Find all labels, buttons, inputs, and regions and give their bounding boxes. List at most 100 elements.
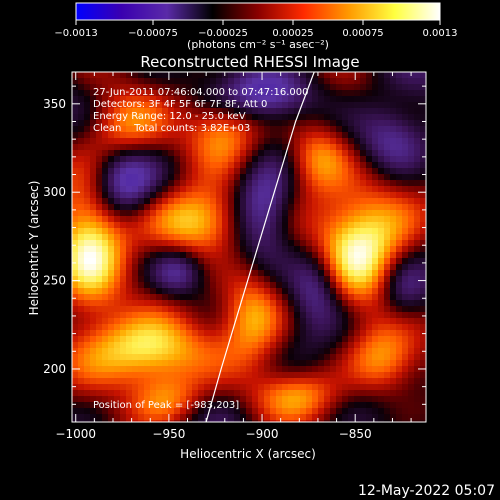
- heatmap-cell: [234, 78, 241, 85]
- heatmap-cell: [402, 264, 409, 271]
- heatmap-cell: [348, 360, 355, 367]
- heatmap-cell: [276, 324, 283, 331]
- heatmap-cell: [114, 342, 121, 349]
- heatmap-cell: [324, 258, 331, 265]
- heatmap-cell: [216, 336, 223, 343]
- heatmap-cell: [162, 318, 169, 325]
- heatmap-cell: [108, 396, 115, 403]
- heatmap-cell: [366, 252, 373, 259]
- heatmap-cell: [372, 390, 379, 397]
- heatmap-cell: [336, 372, 343, 379]
- heatmap-cell: [120, 396, 127, 403]
- heatmap-cell: [126, 276, 133, 283]
- heatmap-cell: [294, 264, 301, 271]
- heatmap-cell: [360, 300, 367, 307]
- heatmap-cell: [330, 300, 337, 307]
- heatmap-cell: [282, 264, 289, 271]
- heatmap-cell: [234, 324, 241, 331]
- heatmap-cell: [252, 372, 259, 379]
- heatmap-cell: [366, 138, 373, 145]
- heatmap-cell: [390, 258, 397, 265]
- heatmap-cell: [192, 264, 199, 271]
- heatmap-cell: [300, 156, 307, 163]
- heatmap-cell: [384, 282, 391, 289]
- heatmap-cell: [78, 342, 85, 349]
- heatmap-cell: [114, 384, 121, 391]
- heatmap-cell: [264, 96, 271, 103]
- heatmap-cell: [288, 354, 295, 361]
- heatmap-cell: [264, 366, 271, 373]
- heatmap-cell: [126, 336, 133, 343]
- heatmap-cell: [402, 228, 409, 235]
- heatmap-cell: [132, 198, 139, 205]
- heatmap-cell: [378, 402, 385, 409]
- heatmap-cell: [96, 312, 103, 319]
- heatmap-cell: [354, 90, 361, 97]
- heatmap-cell: [192, 378, 199, 385]
- heatmap-cell: [402, 306, 409, 313]
- heatmap-cell: [216, 360, 223, 367]
- heatmap-cell: [180, 372, 187, 379]
- heatmap-cell: [240, 336, 247, 343]
- heatmap-cell: [114, 198, 121, 205]
- heatmap-cell: [360, 180, 367, 187]
- heatmap-cell: [186, 150, 193, 157]
- heatmap-cell: [222, 222, 229, 229]
- heatmap-cell: [240, 306, 247, 313]
- heatmap-cell: [138, 372, 145, 379]
- heatmap-cell: [168, 294, 175, 301]
- heatmap-cell: [396, 114, 403, 121]
- heatmap-cell: [414, 108, 421, 115]
- heatmap-cell: [300, 174, 307, 181]
- heatmap-cell: [174, 264, 181, 271]
- heatmap-cell: [72, 126, 79, 133]
- heatmap-cell: [108, 126, 115, 133]
- heatmap-cell: [324, 162, 331, 169]
- heatmap-cell: [114, 318, 121, 325]
- heatmap-cell: [366, 396, 373, 403]
- heatmap-cell: [108, 84, 115, 91]
- heatmap-cell: [384, 402, 391, 409]
- heatmap-cell: [264, 324, 271, 331]
- heatmap-cell: [366, 240, 373, 247]
- heatmap-cell: [210, 72, 217, 79]
- heatmap-cell: [228, 342, 235, 349]
- heatmap-cell: [144, 108, 151, 115]
- heatmap-cell: [252, 204, 259, 211]
- heatmap-cell: [270, 108, 277, 115]
- heatmap-cell: [204, 168, 211, 175]
- heatmap-cell: [180, 144, 187, 151]
- heatmap-cell: [192, 324, 199, 331]
- heatmap-cell: [228, 390, 235, 397]
- heatmap-cell: [108, 288, 115, 295]
- heatmap-cell: [144, 366, 151, 373]
- heatmap-cell: [102, 294, 109, 301]
- heatmap-cell: [372, 222, 379, 229]
- heatmap-cell: [102, 258, 109, 265]
- heatmap-cell: [348, 222, 355, 229]
- heatmap-cell: [270, 90, 277, 97]
- heatmap-cell: [222, 246, 229, 253]
- heatmap-cell: [174, 342, 181, 349]
- heatmap-cell: [402, 186, 409, 193]
- heatmap-cell: [306, 264, 313, 271]
- heatmap-cell: [300, 84, 307, 91]
- heatmap-cell: [408, 90, 415, 97]
- heatmap-cell: [138, 120, 145, 127]
- heatmap-cell: [198, 420, 205, 422]
- heatmap-cell: [126, 318, 133, 325]
- heatmap-cell: [132, 90, 139, 97]
- heatmap-cell: [312, 102, 319, 109]
- heatmap-cell: [330, 180, 337, 187]
- heatmap-cell: [342, 396, 349, 403]
- heatmap-cell: [180, 258, 187, 265]
- heatmap-cell: [90, 150, 97, 157]
- heatmap-cell: [252, 306, 259, 313]
- heatmap-cell: [378, 300, 385, 307]
- heatmap-cell: [348, 102, 355, 109]
- heatmap-cell: [90, 120, 97, 127]
- heatmap-cell: [282, 234, 289, 241]
- heatmap-cell: [264, 198, 271, 205]
- heatmap-cell: [312, 420, 319, 422]
- heatmap-cell: [330, 216, 337, 223]
